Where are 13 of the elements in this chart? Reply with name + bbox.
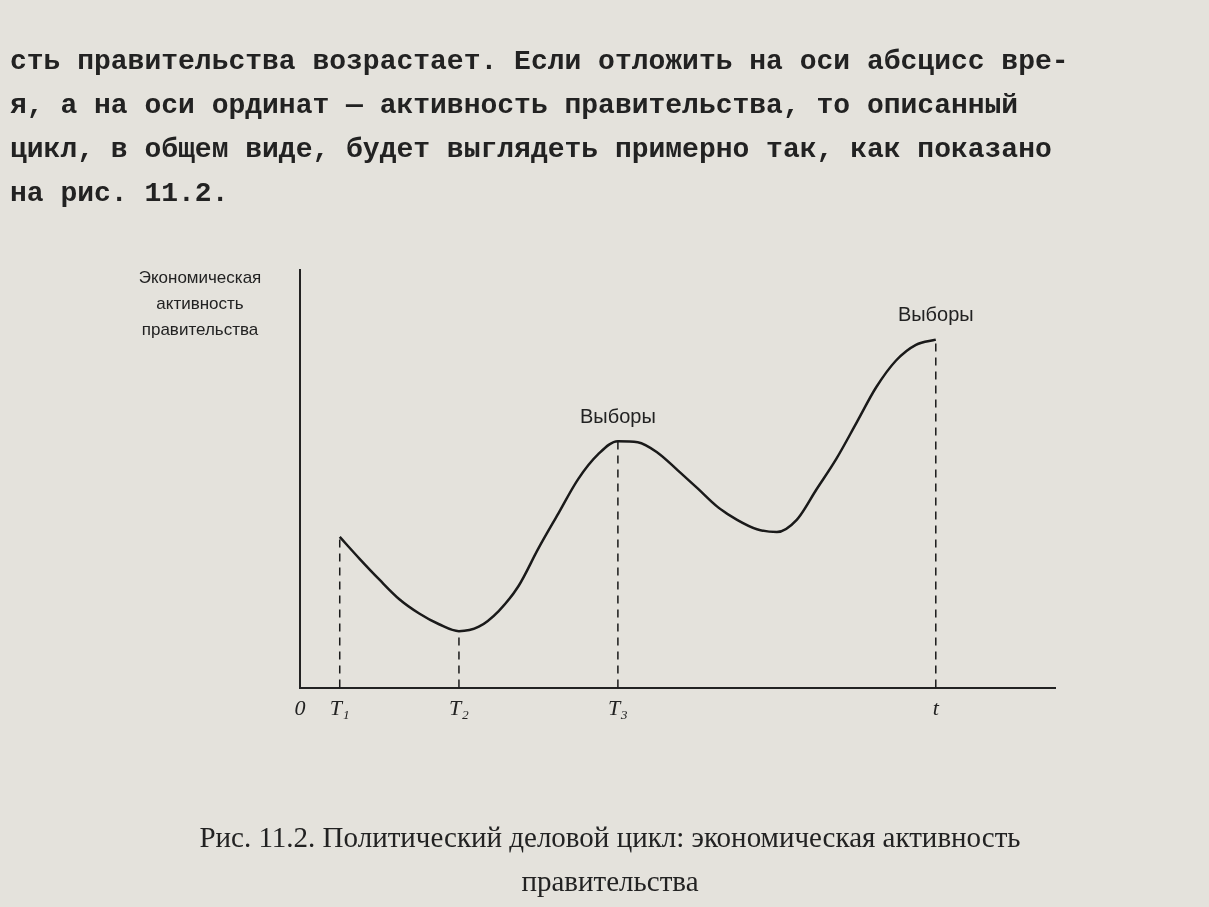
text: цикл, в общем виде, будет выглядеть примерно так, как показано <box>10 133 1053 167</box>
x-tick-label: T₂ <box>449 694 470 720</box>
x-tick-label: t <box>932 694 940 720</box>
text: на рис. 11.2. <box>10 177 230 211</box>
x-tick-label: T₁ <box>329 694 350 720</box>
text: я, а на оси ординат — активность правительства, то описанный <box>10 89 1020 123</box>
y-axis-title: Экономическая активность правительства <box>138 268 262 340</box>
annotation: Выборы <box>580 404 656 427</box>
text: сть правительства возрастает. Если отложить на оси абсцисс вре- <box>10 45 1069 79</box>
x-tick-label: 0 <box>294 694 306 720</box>
x-tick-label: T₃ <box>607 694 628 720</box>
annotation: Выборы <box>897 303 974 326</box>
text: Рис. 11.2. Политический деловой цикл: экономическая активность правительства <box>198 820 1022 899</box>
